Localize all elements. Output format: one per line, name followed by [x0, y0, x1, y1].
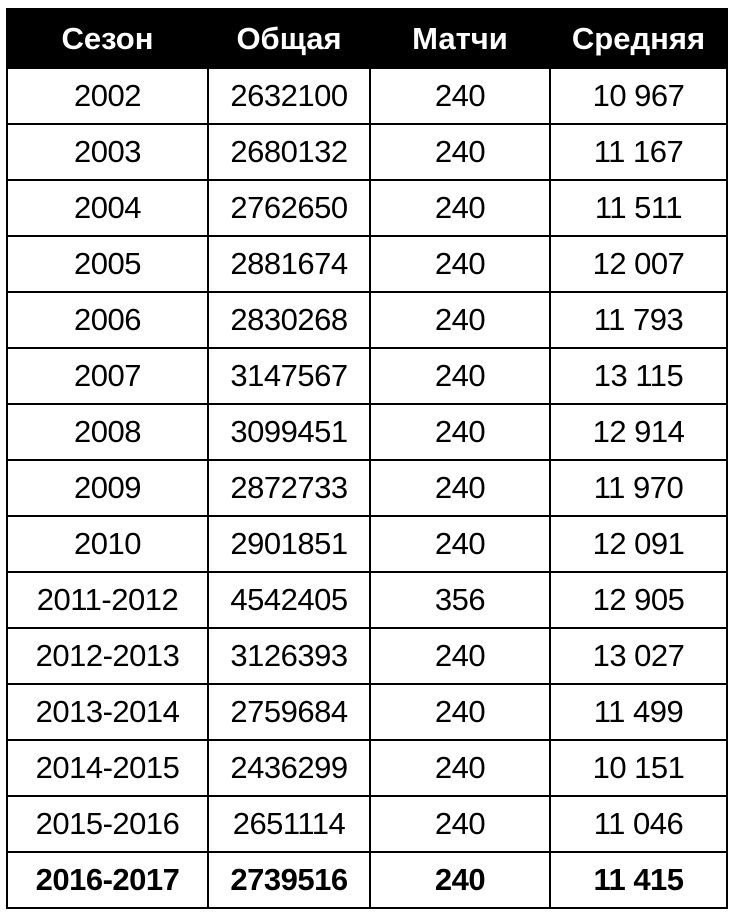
average-cell: 13 115 [549, 347, 728, 405]
total-cell: 2872733 [207, 459, 371, 517]
average-cell: 10 151 [549, 739, 728, 797]
total-cell: 3126393 [207, 627, 371, 685]
season-cell: 2005 [6, 235, 209, 293]
matches-cell: 240 [369, 179, 551, 237]
season-cell: 2011-2012 [6, 571, 209, 629]
season-cell: 2007 [6, 347, 209, 405]
season-cell: 2015-2016 [6, 795, 209, 853]
table-row: 2004 2762650 240 11 511 [6, 179, 728, 237]
matches-cell: 240 [369, 403, 551, 461]
matches-cell: 240 [369, 347, 551, 405]
average-cell: 11 970 [549, 459, 728, 517]
season-cell: 2016-2017 [6, 851, 209, 909]
total-cell: 2632100 [207, 67, 371, 125]
total-cell: 2830268 [207, 291, 371, 349]
season-cell: 2002 [6, 67, 209, 125]
table-row: 2003 2680132 240 11 167 [6, 123, 728, 181]
matches-cell: 240 [369, 459, 551, 517]
table-row: 2002 2632100 240 10 967 [6, 67, 728, 125]
season-cell: 2013-2014 [6, 683, 209, 741]
average-cell: 13 027 [549, 627, 728, 685]
matches-cell: 240 [369, 795, 551, 853]
season-cell: 2004 [6, 179, 209, 237]
total-cell: 2739516 [207, 851, 371, 909]
average-cell: 11 046 [549, 795, 728, 853]
matches-cell: 240 [369, 235, 551, 293]
table-row: 2014-2015 2436299 240 10 151 [6, 739, 728, 797]
matches-cell: 240 [369, 739, 551, 797]
average-cell: 12 914 [549, 403, 728, 461]
table-row: 2015-2016 2651114 240 11 046 [6, 795, 728, 853]
average-cell: 12 007 [549, 235, 728, 293]
table-row: 2011-2012 4542405 356 12 905 [6, 571, 728, 629]
header-average: Средняя [549, 8, 728, 69]
total-cell: 4542405 [207, 571, 371, 629]
total-cell: 2436299 [207, 739, 371, 797]
matches-cell: 240 [369, 683, 551, 741]
header-row: Сезон Общая Матчи Средняя [6, 8, 728, 69]
table-row: 2006 2830268 240 11 793 [6, 291, 728, 349]
table-row: 2009 2872733 240 11 970 [6, 459, 728, 517]
matches-cell: 240 [369, 123, 551, 181]
matches-cell: 240 [369, 291, 551, 349]
average-cell: 12 091 [549, 515, 728, 573]
table-row: 2012-2013 3126393 240 13 027 [6, 627, 728, 685]
average-cell: 11 499 [549, 683, 728, 741]
matches-cell: 240 [369, 67, 551, 125]
average-cell: 11 167 [549, 123, 728, 181]
header-total: Общая [207, 8, 371, 69]
table-row: 2007 3147567 240 13 115 [6, 347, 728, 405]
total-cell: 2680132 [207, 123, 371, 181]
total-cell: 3099451 [207, 403, 371, 461]
total-cell: 2901851 [207, 515, 371, 573]
season-cell: 2012-2013 [6, 627, 209, 685]
header-season: Сезон [6, 8, 209, 69]
average-cell: 11 511 [549, 179, 728, 237]
matches-cell: 240 [369, 627, 551, 685]
total-cell: 2762650 [207, 179, 371, 237]
header-matches: Матчи [369, 8, 551, 69]
matches-cell: 240 [369, 851, 551, 909]
attendance-table: Сезон Общая Матчи Средняя 2002 2632100 240… [6, 8, 728, 909]
average-cell: 11 415 [549, 851, 728, 909]
total-cell: 2881674 [207, 235, 371, 293]
table-row: 2005 2881674 240 12 007 [6, 235, 728, 293]
table-row: 2013-2014 2759684 240 11 499 [6, 683, 728, 741]
season-cell: 2006 [6, 291, 209, 349]
total-cell: 3147567 [207, 347, 371, 405]
table-row: 2008 3099451 240 12 914 [6, 403, 728, 461]
season-cell: 2008 [6, 403, 209, 461]
total-cell: 2651114 [207, 795, 371, 853]
table-row: 2010 2901851 240 12 091 [6, 515, 728, 573]
season-cell: 2010 [6, 515, 209, 573]
matches-cell: 356 [369, 571, 551, 629]
table-row: 2016-2017 2739516 240 11 415 [6, 851, 728, 909]
average-cell: 10 967 [549, 67, 728, 125]
season-cell: 2009 [6, 459, 209, 517]
total-cell: 2759684 [207, 683, 371, 741]
average-cell: 12 905 [549, 571, 728, 629]
matches-cell: 240 [369, 515, 551, 573]
average-cell: 11 793 [549, 291, 728, 349]
season-cell: 2014-2015 [6, 739, 209, 797]
season-cell: 2003 [6, 123, 209, 181]
